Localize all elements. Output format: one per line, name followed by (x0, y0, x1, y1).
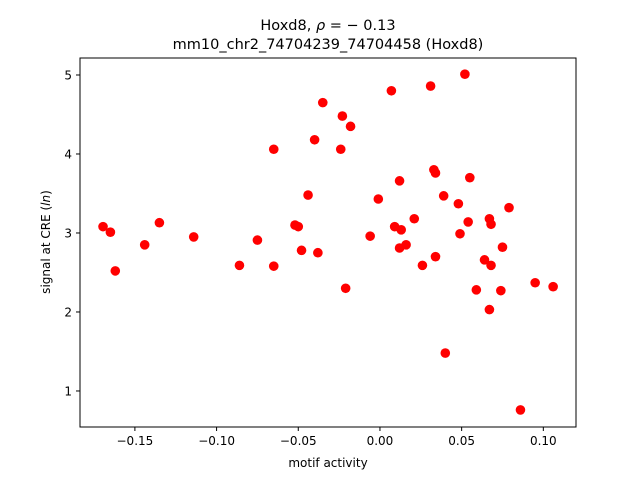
x-tick-label: 0.05 (448, 434, 475, 448)
scatter-point (345, 121, 356, 132)
scatter-point (463, 217, 473, 227)
scatter-point (234, 260, 245, 271)
chart-title-line1: Hoxd8, ρ = − 0.13 (260, 18, 395, 34)
scatter-point (394, 176, 405, 186)
scatter-point (484, 304, 495, 315)
scatter-point (365, 231, 375, 241)
y-axis-ticks: 1 2 3 4 5 (64, 68, 80, 398)
scatter-point (309, 134, 320, 145)
scatter-point (110, 266, 121, 276)
scatter-point (455, 228, 465, 239)
scatter-point (425, 81, 436, 91)
title-prefix: Hoxd8, (260, 18, 316, 34)
scatter-point (479, 255, 490, 265)
y-tick-label: 2 (64, 305, 72, 319)
ylabel-prefix: signal at CRE ( (39, 206, 53, 294)
ylabel-italic: ln (39, 195, 53, 206)
scatter-point (409, 213, 420, 224)
scatter-point (497, 242, 508, 253)
scatter-point (430, 168, 441, 178)
scatter-point (396, 225, 406, 235)
scatter-point (471, 285, 482, 295)
title-rho-symbol: ρ (316, 18, 326, 34)
plot-frame (79, 57, 577, 428)
y-tick-label: 5 (64, 68, 72, 82)
scatter-point (394, 243, 405, 253)
scatter-point (188, 232, 199, 242)
x-axis-ticks: −0.15 −0.10 −0.05 0.00 0.05 0.10 (117, 427, 557, 448)
scatter-point (486, 219, 496, 230)
ylabel-suffix: ) (39, 190, 53, 195)
scatter-point (386, 85, 397, 96)
scatter-point (139, 240, 150, 250)
scatter-point (154, 217, 165, 228)
scatter-points (98, 69, 558, 415)
scatter-point (430, 251, 441, 262)
scatter-point (373, 194, 384, 204)
y-tick-label: 3 (64, 226, 72, 240)
scatter-point (515, 405, 526, 415)
y-tick-label: 4 (64, 147, 72, 161)
scatter-point (268, 144, 279, 155)
scatter-point (340, 283, 351, 294)
y-axis-label: signal at CRE (ln) (39, 190, 53, 294)
title-rho-value: = − 0.13 (325, 18, 395, 34)
x-axis-label: motif activity (288, 456, 367, 470)
scatter-point (98, 221, 108, 232)
scatter-point (438, 191, 449, 201)
x-tick-label: −0.15 (117, 434, 154, 448)
scatter-point (548, 281, 558, 292)
scatter-point (465, 172, 475, 183)
scatter-point (337, 111, 348, 121)
scatter-point (440, 348, 451, 358)
chart-title-line2: mm10_chr2_74704239_74704458 (Hoxd8) (173, 37, 484, 53)
scatter-point (317, 97, 328, 108)
scatter-point (335, 144, 346, 155)
scatter-point (417, 260, 428, 271)
x-tick-label: −0.05 (280, 434, 317, 448)
scatter-point (453, 198, 464, 209)
scatter-point (496, 285, 506, 296)
scatter-point (313, 247, 323, 258)
x-tick-label: 0.10 (530, 434, 557, 448)
scatter-point (504, 202, 514, 213)
scatter-point (303, 190, 313, 200)
scatter-point (268, 261, 279, 271)
scatter-point (293, 221, 304, 232)
scatter-point (530, 277, 540, 288)
x-tick-label: −0.10 (198, 434, 235, 448)
y-tick-label: 1 (64, 384, 72, 398)
scatter-point (486, 260, 496, 271)
scatter-point (460, 69, 470, 79)
scatter-point (296, 245, 307, 256)
x-tick-label: 0.00 (367, 434, 394, 448)
scatter-point (105, 227, 116, 237)
scatter-point (252, 235, 263, 245)
